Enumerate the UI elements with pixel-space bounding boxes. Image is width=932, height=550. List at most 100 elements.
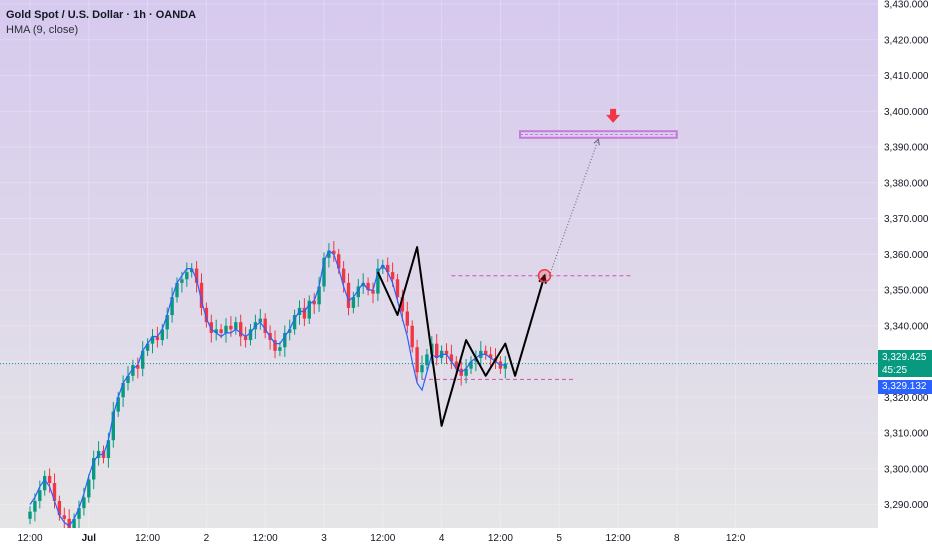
candle-body bbox=[337, 254, 341, 269]
pattern-path bbox=[376, 246, 546, 427]
candle-body bbox=[302, 307, 307, 319]
annotations bbox=[0, 108, 878, 427]
candle-body bbox=[150, 336, 155, 344]
time-tick-label: 12:00 bbox=[17, 533, 42, 544]
candle-body bbox=[33, 500, 37, 512]
time-tick-label: 12:00 bbox=[253, 533, 278, 544]
candle-body bbox=[67, 518, 71, 530]
candle-body bbox=[435, 343, 439, 358]
price-tick-label: 3,350.000 bbox=[884, 286, 929, 297]
chart-legend: Gold Spot / U.S. Dollar · 1h · OANDA HMA… bbox=[6, 8, 196, 38]
candle-body bbox=[131, 365, 135, 376]
candle-body bbox=[263, 318, 267, 333]
price-axis[interactable]: 3,290.0003,300.0003,310.0003,320.0003,33… bbox=[878, 0, 932, 550]
candle-body bbox=[111, 411, 115, 441]
candle-body bbox=[420, 365, 424, 373]
candle-body bbox=[371, 290, 375, 294]
candle-body bbox=[141, 350, 145, 369]
hma-series bbox=[29, 249, 506, 527]
price-tick-label: 3,390.000 bbox=[884, 143, 929, 154]
candle-body bbox=[327, 250, 331, 258]
candle-body bbox=[57, 500, 62, 516]
price-tick-label: 3,420.000 bbox=[884, 35, 929, 46]
candle-body bbox=[224, 325, 228, 333]
candle-body bbox=[322, 257, 326, 287]
candle-body bbox=[484, 350, 488, 355]
time-tick-label: 12:0 bbox=[726, 533, 746, 544]
last-price-tag: 3,329.425 45:25 bbox=[878, 350, 932, 377]
candle-body bbox=[307, 300, 311, 319]
candle-body bbox=[116, 397, 120, 412]
price-tick-label: 3,430.000 bbox=[884, 0, 929, 11]
candle-body bbox=[204, 307, 209, 323]
candle-body bbox=[214, 329, 218, 333]
candle-body bbox=[190, 268, 194, 273]
candle-body bbox=[136, 365, 140, 369]
price-axis-bg bbox=[878, 0, 932, 550]
time-tick-label: 12:00 bbox=[488, 533, 513, 544]
price-tick-label: 3,380.000 bbox=[884, 178, 929, 189]
candle-body bbox=[469, 361, 473, 369]
candle-body bbox=[180, 279, 184, 283]
candle-body bbox=[376, 268, 380, 294]
candle-body bbox=[43, 475, 47, 491]
candle-body bbox=[62, 515, 66, 519]
time-tick-label: 12:00 bbox=[605, 533, 630, 544]
indicator-label[interactable]: HMA (9, close) bbox=[6, 24, 79, 36]
down-arrow-icon bbox=[606, 108, 621, 123]
candle-body bbox=[312, 300, 316, 305]
candle-body bbox=[160, 329, 164, 341]
candle-body bbox=[386, 264, 390, 273]
time-tick-label: 2 bbox=[204, 533, 210, 544]
candle-body bbox=[126, 375, 130, 383]
candle-body bbox=[72, 518, 76, 530]
candle-body bbox=[503, 363, 507, 369]
candle-body bbox=[258, 318, 262, 323]
candle-body bbox=[488, 354, 493, 358]
time-tick-label: 3 bbox=[321, 533, 327, 544]
candle-body bbox=[47, 475, 52, 484]
projection-line bbox=[548, 139, 599, 276]
candle-body bbox=[234, 322, 238, 330]
candle-body bbox=[219, 329, 223, 333]
symbol-title[interactable]: Gold Spot / U.S. Dollar · 1h · OANDA bbox=[6, 9, 197, 21]
candle-body bbox=[288, 329, 292, 333]
candle-body bbox=[341, 268, 346, 283]
time-tick-label: 5 bbox=[556, 533, 562, 544]
time-axis[interactable]: 12:00 Jul 12:00 2 12:00 3 12:00 4 12:00 5 12:00 8 12… bbox=[0, 528, 878, 550]
price-tick-label: 3,320.000 bbox=[884, 393, 929, 404]
price-tick-label: 3,360.000 bbox=[884, 250, 929, 261]
candle-body bbox=[87, 479, 91, 498]
time-tick-label: 12:00 bbox=[135, 533, 160, 544]
candle-body bbox=[400, 297, 405, 312]
candle-body bbox=[248, 329, 253, 341]
candle-body bbox=[410, 325, 414, 348]
candle-body bbox=[464, 368, 468, 376]
candle-body bbox=[283, 332, 287, 348]
hma-line bbox=[29, 249, 506, 527]
candle-body bbox=[92, 458, 96, 480]
candle-body bbox=[332, 250, 336, 255]
candle-body bbox=[121, 382, 125, 398]
candle-body bbox=[82, 497, 86, 509]
price-tick-label: 3,310.000 bbox=[884, 429, 929, 440]
candle-body bbox=[395, 279, 400, 298]
candle-body bbox=[449, 354, 454, 362]
candle-body bbox=[239, 322, 243, 337]
candle-body bbox=[444, 350, 449, 355]
price-tick-label: 3,410.000 bbox=[884, 71, 929, 82]
hma-price-tag: 3,329.132 bbox=[878, 380, 932, 394]
candle-body bbox=[52, 483, 57, 501]
grid bbox=[0, 0, 878, 528]
candle-body bbox=[356, 286, 360, 298]
candle-body bbox=[38, 490, 42, 501]
candle-body bbox=[165, 315, 169, 330]
candle-body bbox=[405, 311, 409, 326]
price-tick-label: 3,300.000 bbox=[884, 464, 929, 475]
bar-countdown: 45:25 bbox=[882, 365, 908, 376]
candle-body bbox=[209, 322, 213, 333]
candle-body bbox=[194, 268, 199, 283]
time-tick-label: 12:00 bbox=[370, 533, 395, 544]
